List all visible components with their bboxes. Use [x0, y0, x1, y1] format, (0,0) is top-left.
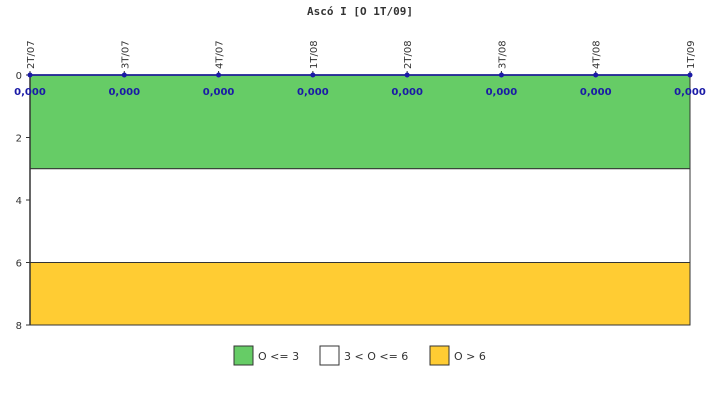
data-point-2 — [216, 72, 222, 78]
band-2 — [29, 262, 691, 326]
legend-swatch-0 — [233, 345, 254, 366]
data-label-7: 0,000 — [674, 87, 706, 98]
band-1 — [29, 168, 691, 263]
chart-title: Ascó I [O 1T/09] — [307, 5, 413, 18]
bands-layer — [29, 74, 691, 326]
legend-label-2: O > 6 — [454, 350, 486, 363]
x-tick-label-3: 1T/08 — [309, 40, 320, 69]
y-tick-label-1: 2 — [16, 134, 22, 145]
y-tick-label-2: 4 — [16, 196, 22, 207]
data-label-3: 0,000 — [297, 87, 329, 98]
data-label-0: 0,000 — [14, 87, 46, 98]
data-label-6: 0,000 — [580, 87, 612, 98]
x-tick-label-1: 3T/07 — [120, 40, 131, 69]
data-point-0 — [27, 72, 33, 78]
data-point-4 — [404, 72, 410, 78]
data-point-3 — [310, 72, 316, 78]
legend-label-1: 3 < O <= 6 — [344, 350, 408, 363]
data-point-7 — [687, 72, 693, 78]
legend: O <= 3 3 < O <= 6 O > 6 — [233, 345, 486, 366]
data-label-1: 0,000 — [108, 87, 140, 98]
x-tick-label-6: 4T/08 — [592, 40, 603, 69]
y-tick-label-4: 8 — [16, 321, 22, 332]
data-point-6 — [593, 72, 599, 78]
x-tick-label-4: 2T/08 — [403, 40, 414, 69]
y-tick-label-0: 0 — [16, 71, 22, 82]
band-0 — [29, 74, 691, 170]
y-tick-label-3: 6 — [16, 259, 22, 270]
legend-swatch-2 — [429, 345, 450, 366]
data-label-5: 0,000 — [486, 87, 518, 98]
series-layer: 0,000 0,000 0,000 0,000 0,000 0,000 0,000 0,000 — [14, 72, 706, 98]
data-label-2: 0,000 — [203, 87, 235, 98]
data-point-1 — [121, 72, 127, 78]
x-tick-label-2: 4T/07 — [215, 40, 226, 69]
x-tick-label-7: 1T/09 — [686, 40, 697, 69]
data-point-5 — [498, 72, 504, 78]
legend-label-0: O <= 3 — [258, 350, 299, 363]
x-tick-label-5: 3T/08 — [497, 40, 508, 69]
x-tick-label-0: 2T/07 — [26, 40, 37, 69]
data-label-4: 0,000 — [391, 87, 423, 98]
legend-swatch-1 — [319, 345, 340, 366]
